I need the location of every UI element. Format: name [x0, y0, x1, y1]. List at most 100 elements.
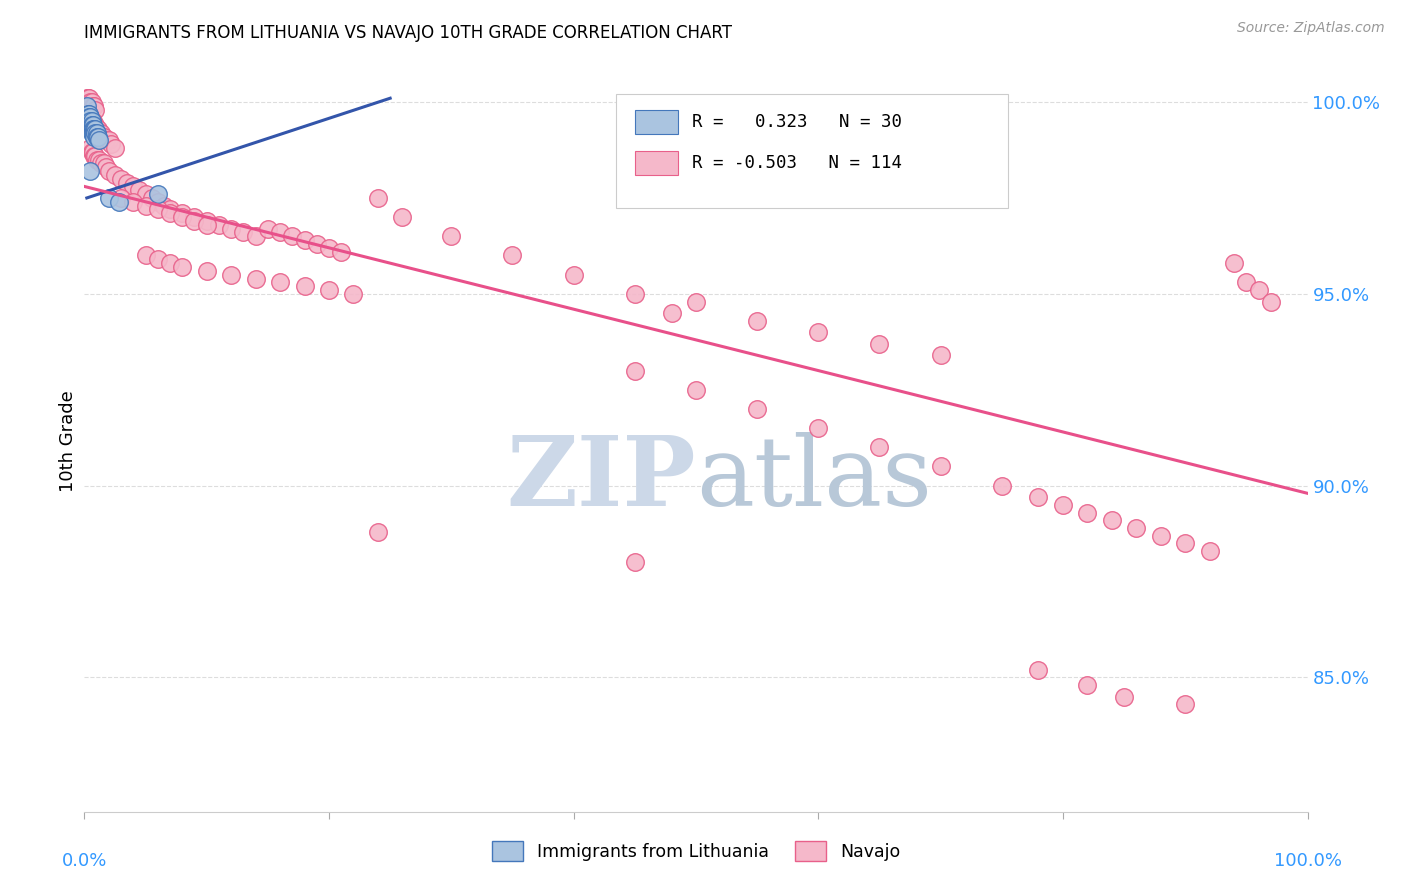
Point: [79, 111, 101, 125]
Point: [77, 111, 100, 125]
Point: [502, 248, 524, 262]
Point: [1076, 506, 1098, 520]
Point: [104, 141, 127, 155]
Point: [82, 114, 104, 128]
Point: [87, 133, 110, 147]
Point: [624, 286, 647, 301]
Point: [115, 176, 138, 190]
Legend: Immigrants from Lithuania, Navajo: Immigrants from Lithuania, Navajo: [484, 832, 908, 870]
Point: [84, 118, 107, 132]
Text: R = -0.503   N = 114: R = -0.503 N = 114: [692, 154, 903, 172]
Point: [96, 161, 118, 175]
Point: [232, 226, 254, 240]
Point: [135, 248, 157, 262]
Point: [110, 191, 132, 205]
Point: [330, 244, 353, 259]
Point: [77, 106, 100, 120]
Text: ZIP: ZIP: [506, 432, 696, 525]
Point: [76, 99, 98, 113]
Point: [153, 199, 176, 213]
Point: [135, 199, 157, 213]
Point: [146, 202, 169, 217]
Point: [79, 164, 101, 178]
Point: [82, 118, 104, 132]
Point: [76, 106, 98, 120]
Point: [122, 179, 145, 194]
Point: [807, 325, 830, 339]
Point: [257, 221, 280, 235]
Point: [1114, 690, 1136, 704]
Point: [87, 153, 110, 167]
Point: [82, 99, 104, 113]
Point: [107, 194, 129, 209]
Point: [1260, 294, 1282, 309]
Point: [97, 164, 120, 178]
Point: [77, 111, 100, 125]
Point: [83, 118, 105, 132]
Point: [367, 524, 389, 539]
Point: [269, 226, 291, 240]
Point: [146, 187, 169, 202]
Point: [82, 122, 104, 136]
Text: Source: ZipAtlas.com: Source: ZipAtlas.com: [1237, 21, 1385, 35]
Point: [685, 294, 707, 309]
Point: [90, 156, 112, 170]
Point: [367, 191, 389, 205]
Point: [141, 191, 163, 205]
Point: [83, 149, 105, 163]
Point: [195, 264, 218, 278]
Point: [562, 268, 585, 282]
Point: [90, 126, 112, 140]
Point: [294, 279, 316, 293]
Point: [685, 383, 707, 397]
Point: [1223, 256, 1246, 270]
Point: [83, 129, 105, 144]
Point: [747, 314, 769, 328]
Point: [79, 111, 101, 125]
Point: [83, 126, 105, 140]
Point: [104, 168, 127, 182]
Point: [84, 126, 107, 140]
Point: [128, 183, 150, 197]
Text: IMMIGRANTS FROM LITHUANIA VS NAVAJO 10TH GRADE CORRELATION CHART: IMMIGRANTS FROM LITHUANIA VS NAVAJO 10TH…: [84, 24, 733, 42]
Point: [87, 122, 110, 136]
Point: [84, 149, 107, 163]
Point: [146, 194, 169, 209]
Point: [84, 122, 107, 136]
Y-axis label: 10th Grade: 10th Grade: [59, 391, 77, 492]
Point: [159, 256, 181, 270]
Point: [97, 191, 120, 205]
Point: [91, 129, 114, 144]
Point: [195, 218, 218, 232]
Point: [93, 156, 115, 170]
Point: [79, 141, 101, 155]
Point: [1076, 678, 1098, 692]
Point: [269, 276, 291, 290]
Point: [96, 133, 118, 147]
Point: [929, 459, 952, 474]
Point: [1150, 528, 1173, 542]
FancyBboxPatch shape: [636, 151, 678, 175]
Point: [80, 145, 103, 159]
Point: [624, 363, 647, 377]
Point: [77, 106, 100, 120]
Point: [1174, 698, 1197, 712]
Point: [624, 555, 647, 569]
Point: [318, 283, 340, 297]
Point: [807, 421, 830, 435]
Point: [77, 111, 100, 125]
Point: [80, 95, 103, 109]
Point: [1101, 513, 1123, 527]
Point: [83, 99, 105, 113]
Point: [83, 122, 105, 136]
Point: [245, 271, 267, 285]
Point: [183, 214, 205, 228]
Point: [869, 440, 891, 454]
Point: [245, 229, 267, 244]
Point: [183, 210, 205, 224]
Point: [87, 129, 110, 144]
Point: [1247, 283, 1270, 297]
Point: [80, 122, 103, 136]
Point: [77, 91, 100, 105]
Point: [77, 114, 100, 128]
